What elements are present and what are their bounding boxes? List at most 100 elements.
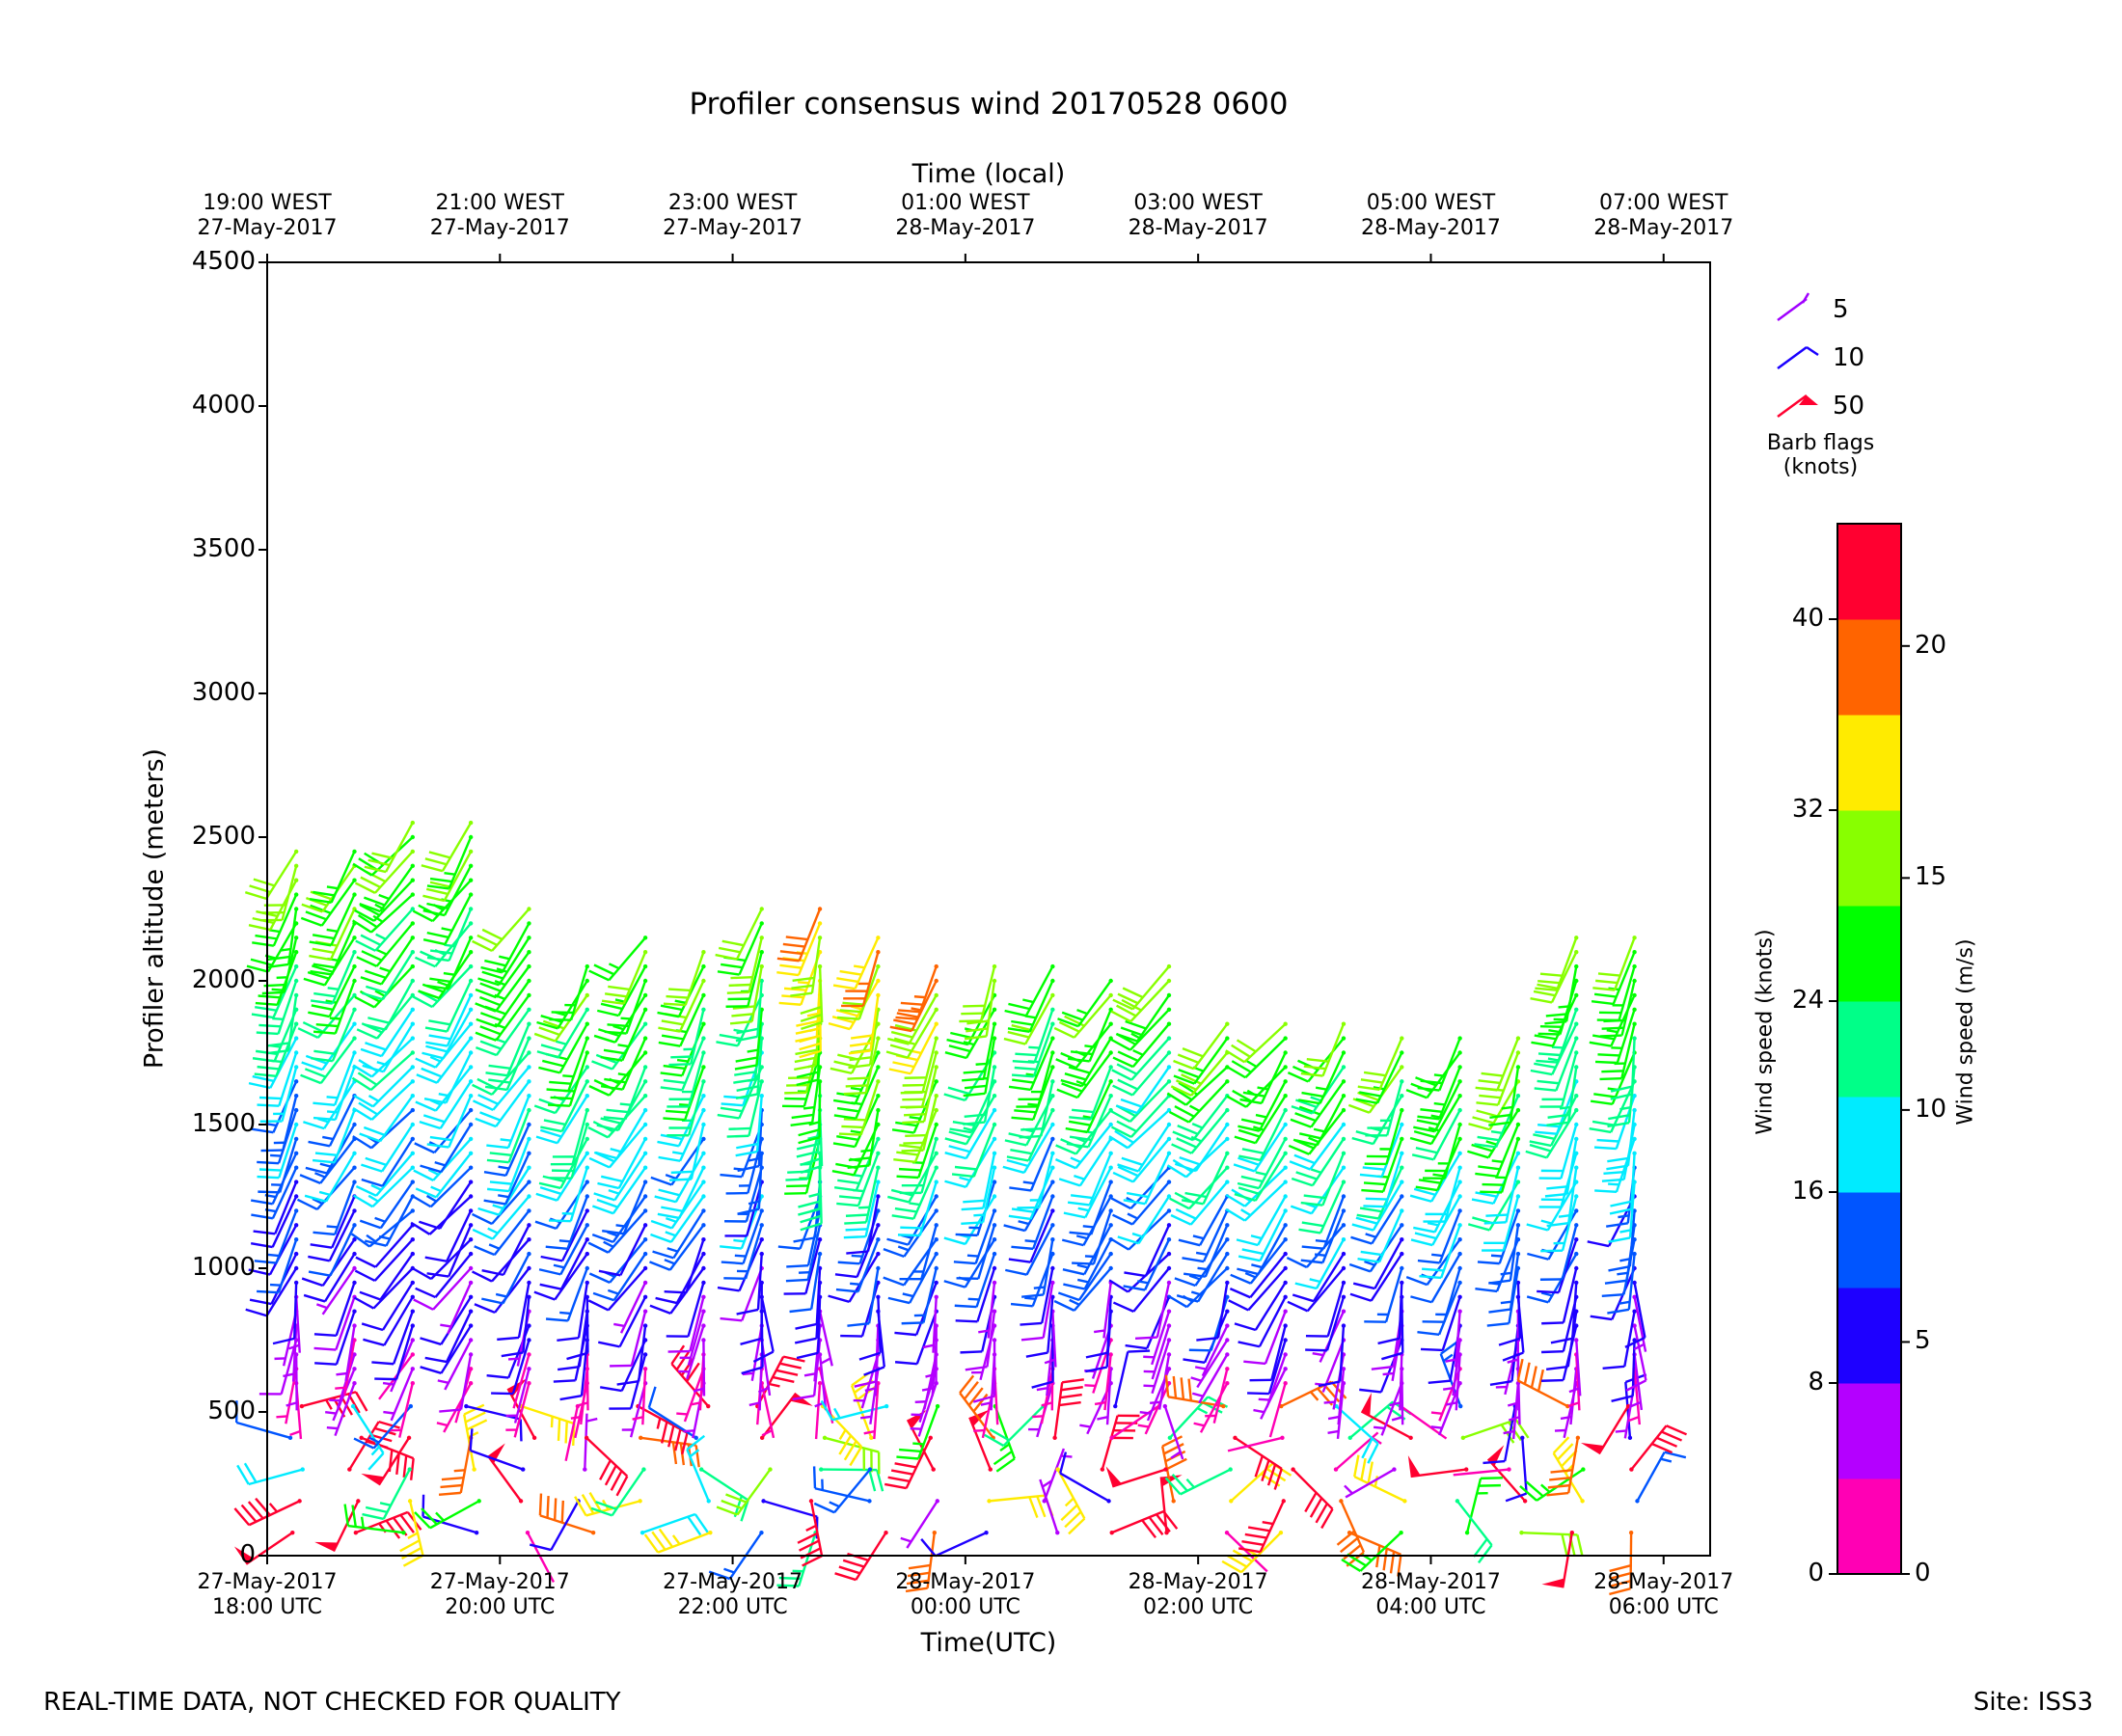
wind-barb-feather xyxy=(343,1504,350,1527)
wind-barb-feather xyxy=(1112,1171,1134,1183)
wind-barb-staff xyxy=(1337,1369,1346,1425)
wind-barb-feather xyxy=(374,1377,397,1381)
wind-barb-base xyxy=(1627,1435,1633,1441)
wind-barb-feather xyxy=(1225,1207,1246,1222)
wind-barb-feather xyxy=(1303,1065,1326,1071)
wind-barb-base xyxy=(1574,1021,1579,1026)
wind-barb-base xyxy=(1108,1021,1113,1026)
wind-barb-feather xyxy=(1196,1336,1219,1342)
wind-barb-feather xyxy=(1363,1205,1386,1208)
wind-barb-staff xyxy=(1633,1282,1646,1339)
wind-barb-half-feather xyxy=(1064,1497,1075,1507)
wind-barb-feather xyxy=(720,963,743,969)
wind-profile-column xyxy=(343,820,424,1567)
wind-barb-staff xyxy=(1129,980,1170,1023)
wind-barb-feather xyxy=(1161,1435,1183,1448)
wind-barb-base xyxy=(468,1237,474,1242)
wind-barb-feather xyxy=(1590,1315,1613,1321)
wind-barb-staff xyxy=(1292,1468,1334,1510)
wind-barb-feather xyxy=(720,1316,743,1322)
wind-barb-feather xyxy=(616,1380,639,1386)
wind-barb-feather xyxy=(1236,1238,1259,1247)
wind-barb-base xyxy=(468,936,474,940)
wind-barb-base xyxy=(1166,1280,1172,1286)
wind-barb-staff xyxy=(1611,1052,1636,1105)
wind-barb-base xyxy=(406,1435,412,1441)
wind-profile-column xyxy=(1221,1021,1347,1574)
wind-barb-staff xyxy=(448,836,473,889)
wind-barb-feather xyxy=(258,1023,282,1028)
wind-barb-staff xyxy=(281,865,298,921)
wind-barb-staff xyxy=(380,936,414,986)
wind-barb-staff xyxy=(429,1500,480,1530)
wind-barb-base xyxy=(1050,1094,1055,1099)
wind-barb-feather xyxy=(1488,1279,1511,1285)
wind-barb-staff xyxy=(1270,1325,1287,1381)
wind-barb-staff xyxy=(1384,1153,1403,1207)
wind-barb-base xyxy=(585,1050,589,1055)
wind-barb-feather xyxy=(972,1395,995,1403)
wind-barb-feather xyxy=(651,1531,667,1551)
wind-barb-base xyxy=(585,1223,589,1228)
wind-barb-base xyxy=(1166,963,1172,969)
top-tick-time: 05:00 WEST xyxy=(1366,191,1496,215)
wind-barb-staff xyxy=(566,1196,588,1250)
wind-barb-staff xyxy=(1073,1267,1112,1312)
wind-barb-staff xyxy=(368,1209,414,1248)
wind-barb-base xyxy=(410,1122,416,1127)
wind-barb-staff xyxy=(982,1023,996,1079)
wind-barb-staff xyxy=(1508,1267,1520,1324)
wind-barb-feather xyxy=(557,1365,580,1371)
wind-barb-base xyxy=(1283,1136,1288,1142)
wind-barb-staff xyxy=(1268,1382,1287,1438)
wind-barb-feather xyxy=(1601,1178,1624,1182)
wind-barb-feather xyxy=(1475,1172,1498,1178)
wind-barb-feather xyxy=(420,1164,442,1174)
wind-barb-feather xyxy=(1343,1544,1362,1560)
wind-barb-feather xyxy=(1181,1073,1202,1085)
wind-barb-feather xyxy=(1541,1321,1564,1325)
wind-barb-feather xyxy=(1060,1078,1083,1088)
wind-barb-base xyxy=(1278,1530,1284,1535)
wind-barb-feather xyxy=(1547,1483,1570,1489)
wind-barb-base xyxy=(1574,1265,1579,1271)
wind-barb-feather xyxy=(1608,1265,1631,1272)
wind-barb-base xyxy=(1050,1180,1055,1184)
wind-barb-feather xyxy=(834,1572,857,1582)
wind-barb-half-feather xyxy=(1244,1271,1257,1279)
wind-barb-staff xyxy=(369,1051,414,1092)
wind-barb-base xyxy=(1400,1194,1404,1199)
wind-barb-base xyxy=(1457,1165,1462,1170)
wind-barb-base xyxy=(1341,1036,1347,1041)
wind-barb-staff xyxy=(448,1224,473,1278)
top-tick-date: 27-May-2017 xyxy=(429,216,570,240)
wind-barb-feather xyxy=(466,1419,488,1431)
wind-barb-feather xyxy=(1502,1351,1524,1362)
wind-barb-feather xyxy=(657,1140,680,1148)
wind-barb-feather xyxy=(260,1149,284,1153)
wind-barb-base xyxy=(474,1530,479,1535)
wind-barb-half-feather xyxy=(1075,1234,1088,1240)
wind-barb-half-feather xyxy=(553,1263,565,1269)
wind-barb-staff xyxy=(1240,1532,1282,1574)
wind-barb-feather xyxy=(785,936,808,941)
wind-barb-staff xyxy=(748,1081,763,1137)
wind-barb-staff xyxy=(585,1296,589,1353)
wind-barb-base xyxy=(992,1180,997,1184)
wind-barb-feather xyxy=(1237,1267,1259,1276)
wind-barb-feather xyxy=(1114,1129,1134,1144)
wind-barb-base xyxy=(1225,1079,1230,1084)
wind-barb-feather xyxy=(1359,1173,1382,1179)
wind-barb-feather xyxy=(409,1457,415,1480)
wind-barb-feather xyxy=(839,1009,862,1014)
wind-barb-half-feather xyxy=(1391,1416,1403,1422)
wind-barb-base xyxy=(476,1499,481,1504)
wind-barb-staff xyxy=(687,1080,705,1136)
wind-barb-staff xyxy=(922,1267,938,1323)
wind-barb-half-feather xyxy=(747,1048,759,1053)
wind-barb-half-feather xyxy=(286,1401,297,1407)
wind-barb-base xyxy=(1402,1499,1407,1504)
wind-barb-base xyxy=(527,907,531,911)
wind-barb-staff xyxy=(278,1052,298,1107)
wind-barb-feather xyxy=(955,1233,978,1237)
